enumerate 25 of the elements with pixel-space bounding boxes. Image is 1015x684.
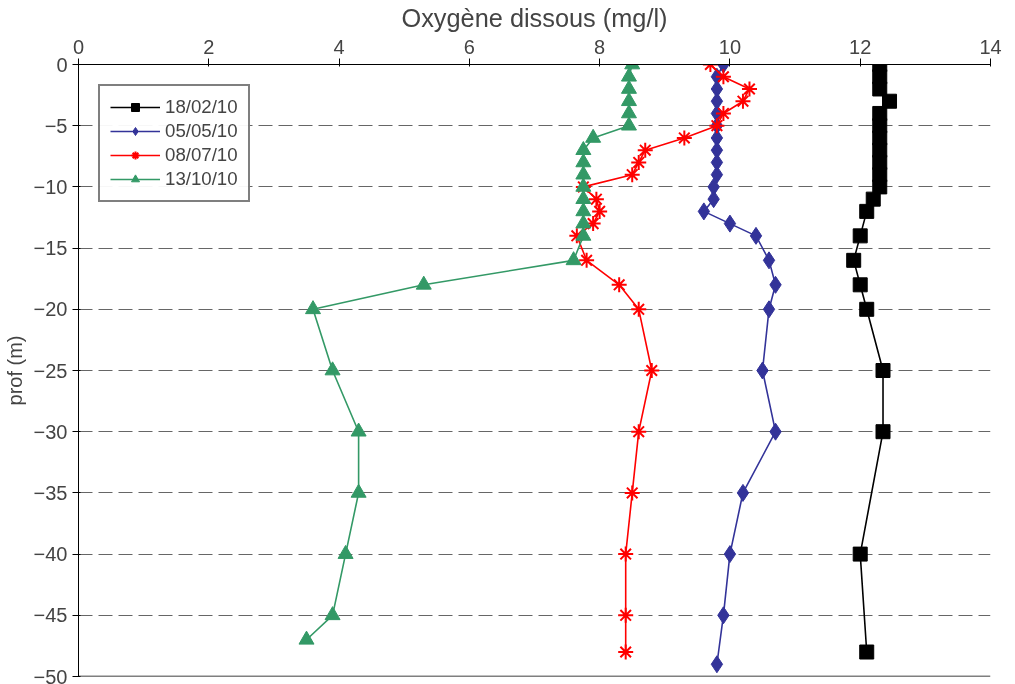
y-tick-label: −30	[33, 420, 68, 443]
legend-label: 13/10/10	[165, 168, 238, 190]
y-tick-label: −50	[33, 665, 68, 684]
x-tick-label: 8	[594, 35, 606, 58]
x-tick-label: 2	[203, 35, 215, 58]
legend-label: 08/07/10	[165, 144, 238, 166]
x-tick-label: 14	[979, 35, 1002, 58]
y-tick-label: −15	[33, 237, 68, 260]
x-axis-title: Oxygène dissous (mg/l)	[401, 3, 668, 32]
y-tick-label: 0	[56, 53, 68, 76]
x-tick-label: 6	[463, 35, 475, 58]
legend-label: 18/02/10	[165, 96, 238, 118]
y-axis-title: prof (m)	[3, 335, 26, 406]
legend-label: 05/05/10	[165, 120, 238, 142]
x-tick-label: 12	[849, 35, 872, 58]
y-tick-label: −10	[33, 175, 68, 198]
y-tick-label: −45	[33, 604, 68, 627]
x-tick-label: 4	[333, 35, 345, 58]
y-tick-label: −35	[33, 481, 68, 504]
x-tick-label: 0	[72, 35, 85, 58]
y-tick-label: −25	[33, 359, 68, 382]
y-tick-label: −20	[33, 298, 68, 321]
x-tick-label: 10	[718, 35, 742, 58]
y-tick-label: −40	[33, 543, 68, 566]
y-tick-label: −5	[44, 114, 68, 137]
